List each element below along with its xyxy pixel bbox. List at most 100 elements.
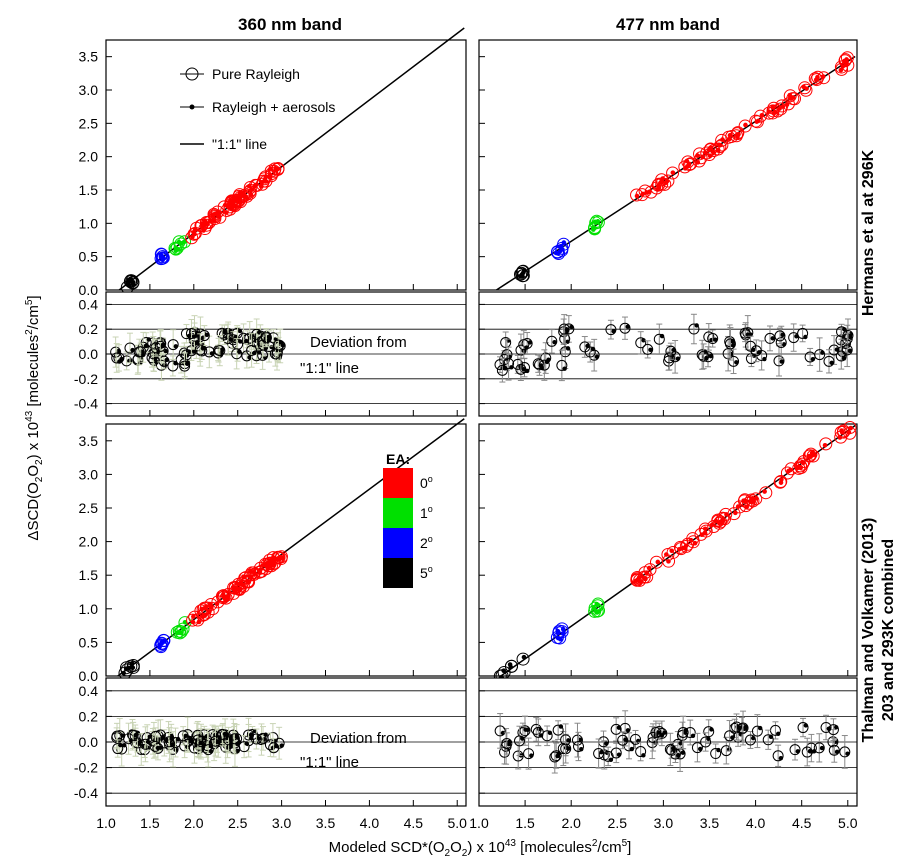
dev-open-circle	[610, 723, 622, 735]
dev-open-circle	[518, 339, 530, 351]
dev-open-circle	[513, 735, 525, 747]
dev-open-circle	[702, 351, 714, 363]
x-tick-label: 5.0	[838, 815, 858, 831]
panel-frame-1	[478, 39, 858, 291]
dev-open-circle	[515, 363, 527, 375]
dev-filled-dot	[675, 753, 681, 758]
dev-filled-dot	[834, 725, 839, 730]
dev-open-circle	[515, 344, 527, 356]
dev-open-circle	[163, 736, 175, 748]
dev-open-circle	[185, 327, 197, 339]
deviation-text-top-line1: Deviation from	[310, 334, 407, 351]
dev-filled-dot	[708, 353, 713, 359]
dev-open-circle	[745, 340, 757, 352]
open-circle-point	[738, 119, 752, 133]
filled-dot-point	[595, 602, 600, 608]
open-circle-point	[804, 447, 818, 461]
dev-open-circle	[494, 359, 506, 371]
dev-filled-dot	[770, 336, 775, 341]
dev-open-circle	[571, 734, 583, 746]
open-circle-point	[126, 659, 140, 673]
open-circle-point	[742, 496, 756, 510]
open-circle-point	[819, 437, 833, 451]
deviation-text-top-line2: "1:1" line	[300, 360, 359, 377]
open-circle-point	[170, 625, 184, 639]
dev-filled-dot	[278, 340, 284, 345]
open-circle-point	[504, 659, 518, 673]
filled-dot-point	[161, 638, 167, 644]
open-circle-point	[195, 218, 209, 232]
dev-open-circle	[150, 342, 162, 354]
dev-open-circle	[698, 350, 710, 362]
open-circle-point	[811, 70, 825, 84]
open-circle-point	[753, 109, 767, 123]
filled-dot-point	[644, 571, 650, 576]
filled-dot-point	[713, 518, 719, 524]
dev-filled-dot	[604, 741, 609, 746]
dev-open-circle	[179, 360, 191, 372]
dev-filled-dot	[562, 366, 567, 371]
open-circle-point	[711, 513, 725, 527]
dev-open-circle	[546, 335, 558, 347]
dev-filled-dot	[155, 745, 161, 751]
dev-filled-dot	[256, 350, 262, 355]
open-circle-point	[718, 512, 732, 526]
y-tick-label: 3.5	[79, 433, 99, 449]
column-title-477: 477 nm band	[616, 15, 720, 34]
dev-open-circle	[212, 347, 224, 359]
dev-filled-dot	[671, 347, 676, 353]
filled-dot-point	[759, 112, 765, 118]
open-circle-point	[590, 214, 604, 228]
dev-filled-dot	[810, 356, 816, 362]
filled-dot-point	[743, 122, 748, 128]
dev-filled-dot	[529, 753, 534, 758]
open-circle-point	[679, 539, 693, 553]
dev-open-circle	[820, 721, 832, 733]
dev-filled-dot	[215, 739, 221, 745]
dev-filled-dot	[565, 339, 570, 345]
dev-open-circle	[549, 751, 561, 763]
x-tick-label: 3.0	[654, 815, 674, 831]
dev-open-circle	[558, 323, 570, 335]
filled-dot-point	[553, 250, 559, 256]
dev-open-circle	[177, 730, 189, 742]
x-tick-label: 3.0	[272, 815, 292, 831]
open-circle-point	[201, 605, 215, 619]
filled-dot-point	[521, 267, 527, 273]
y-tick-label: -0.2	[74, 371, 98, 387]
filled-dot-point	[748, 499, 753, 505]
open-circle-point	[661, 547, 675, 561]
dev-open-circle	[501, 349, 513, 361]
filled-dot-point	[778, 480, 784, 485]
dev-filled-dot	[762, 356, 767, 362]
filled-dot-point	[655, 559, 661, 565]
open-circle-point	[773, 475, 787, 489]
filled-dot-point	[669, 548, 675, 554]
x-tick-label: 4.0	[360, 815, 380, 831]
dev-filled-dot	[538, 363, 544, 368]
filled-dot-point	[230, 585, 236, 590]
x-tick-label: 3.5	[700, 815, 720, 831]
open-circle-point	[155, 251, 169, 265]
open-circle-point	[239, 188, 253, 202]
dev-open-circle	[646, 737, 658, 749]
y-tick-label: 0.4	[79, 683, 99, 699]
dev-filled-dot	[252, 350, 257, 356]
dev-open-circle	[154, 340, 166, 352]
open-circle-point	[238, 571, 252, 585]
dev-filled-dot	[183, 733, 189, 739]
dev-filled-dot	[697, 746, 703, 752]
open-circle-point	[692, 154, 706, 168]
dev-filled-dot	[228, 337, 234, 342]
dev-filled-dot	[164, 357, 169, 363]
dev-filled-dot	[690, 733, 696, 739]
dev-filled-dot	[237, 328, 243, 334]
dev-open-circle	[496, 364, 508, 376]
dev-filled-dot	[235, 748, 240, 754]
open-circle-point	[155, 248, 169, 262]
open-circle-point	[258, 172, 272, 186]
dev-open-circle	[519, 725, 531, 737]
dev-filled-dot	[803, 334, 808, 340]
filled-dot-point	[727, 136, 732, 142]
y-tick-label: 1.0	[79, 215, 99, 231]
